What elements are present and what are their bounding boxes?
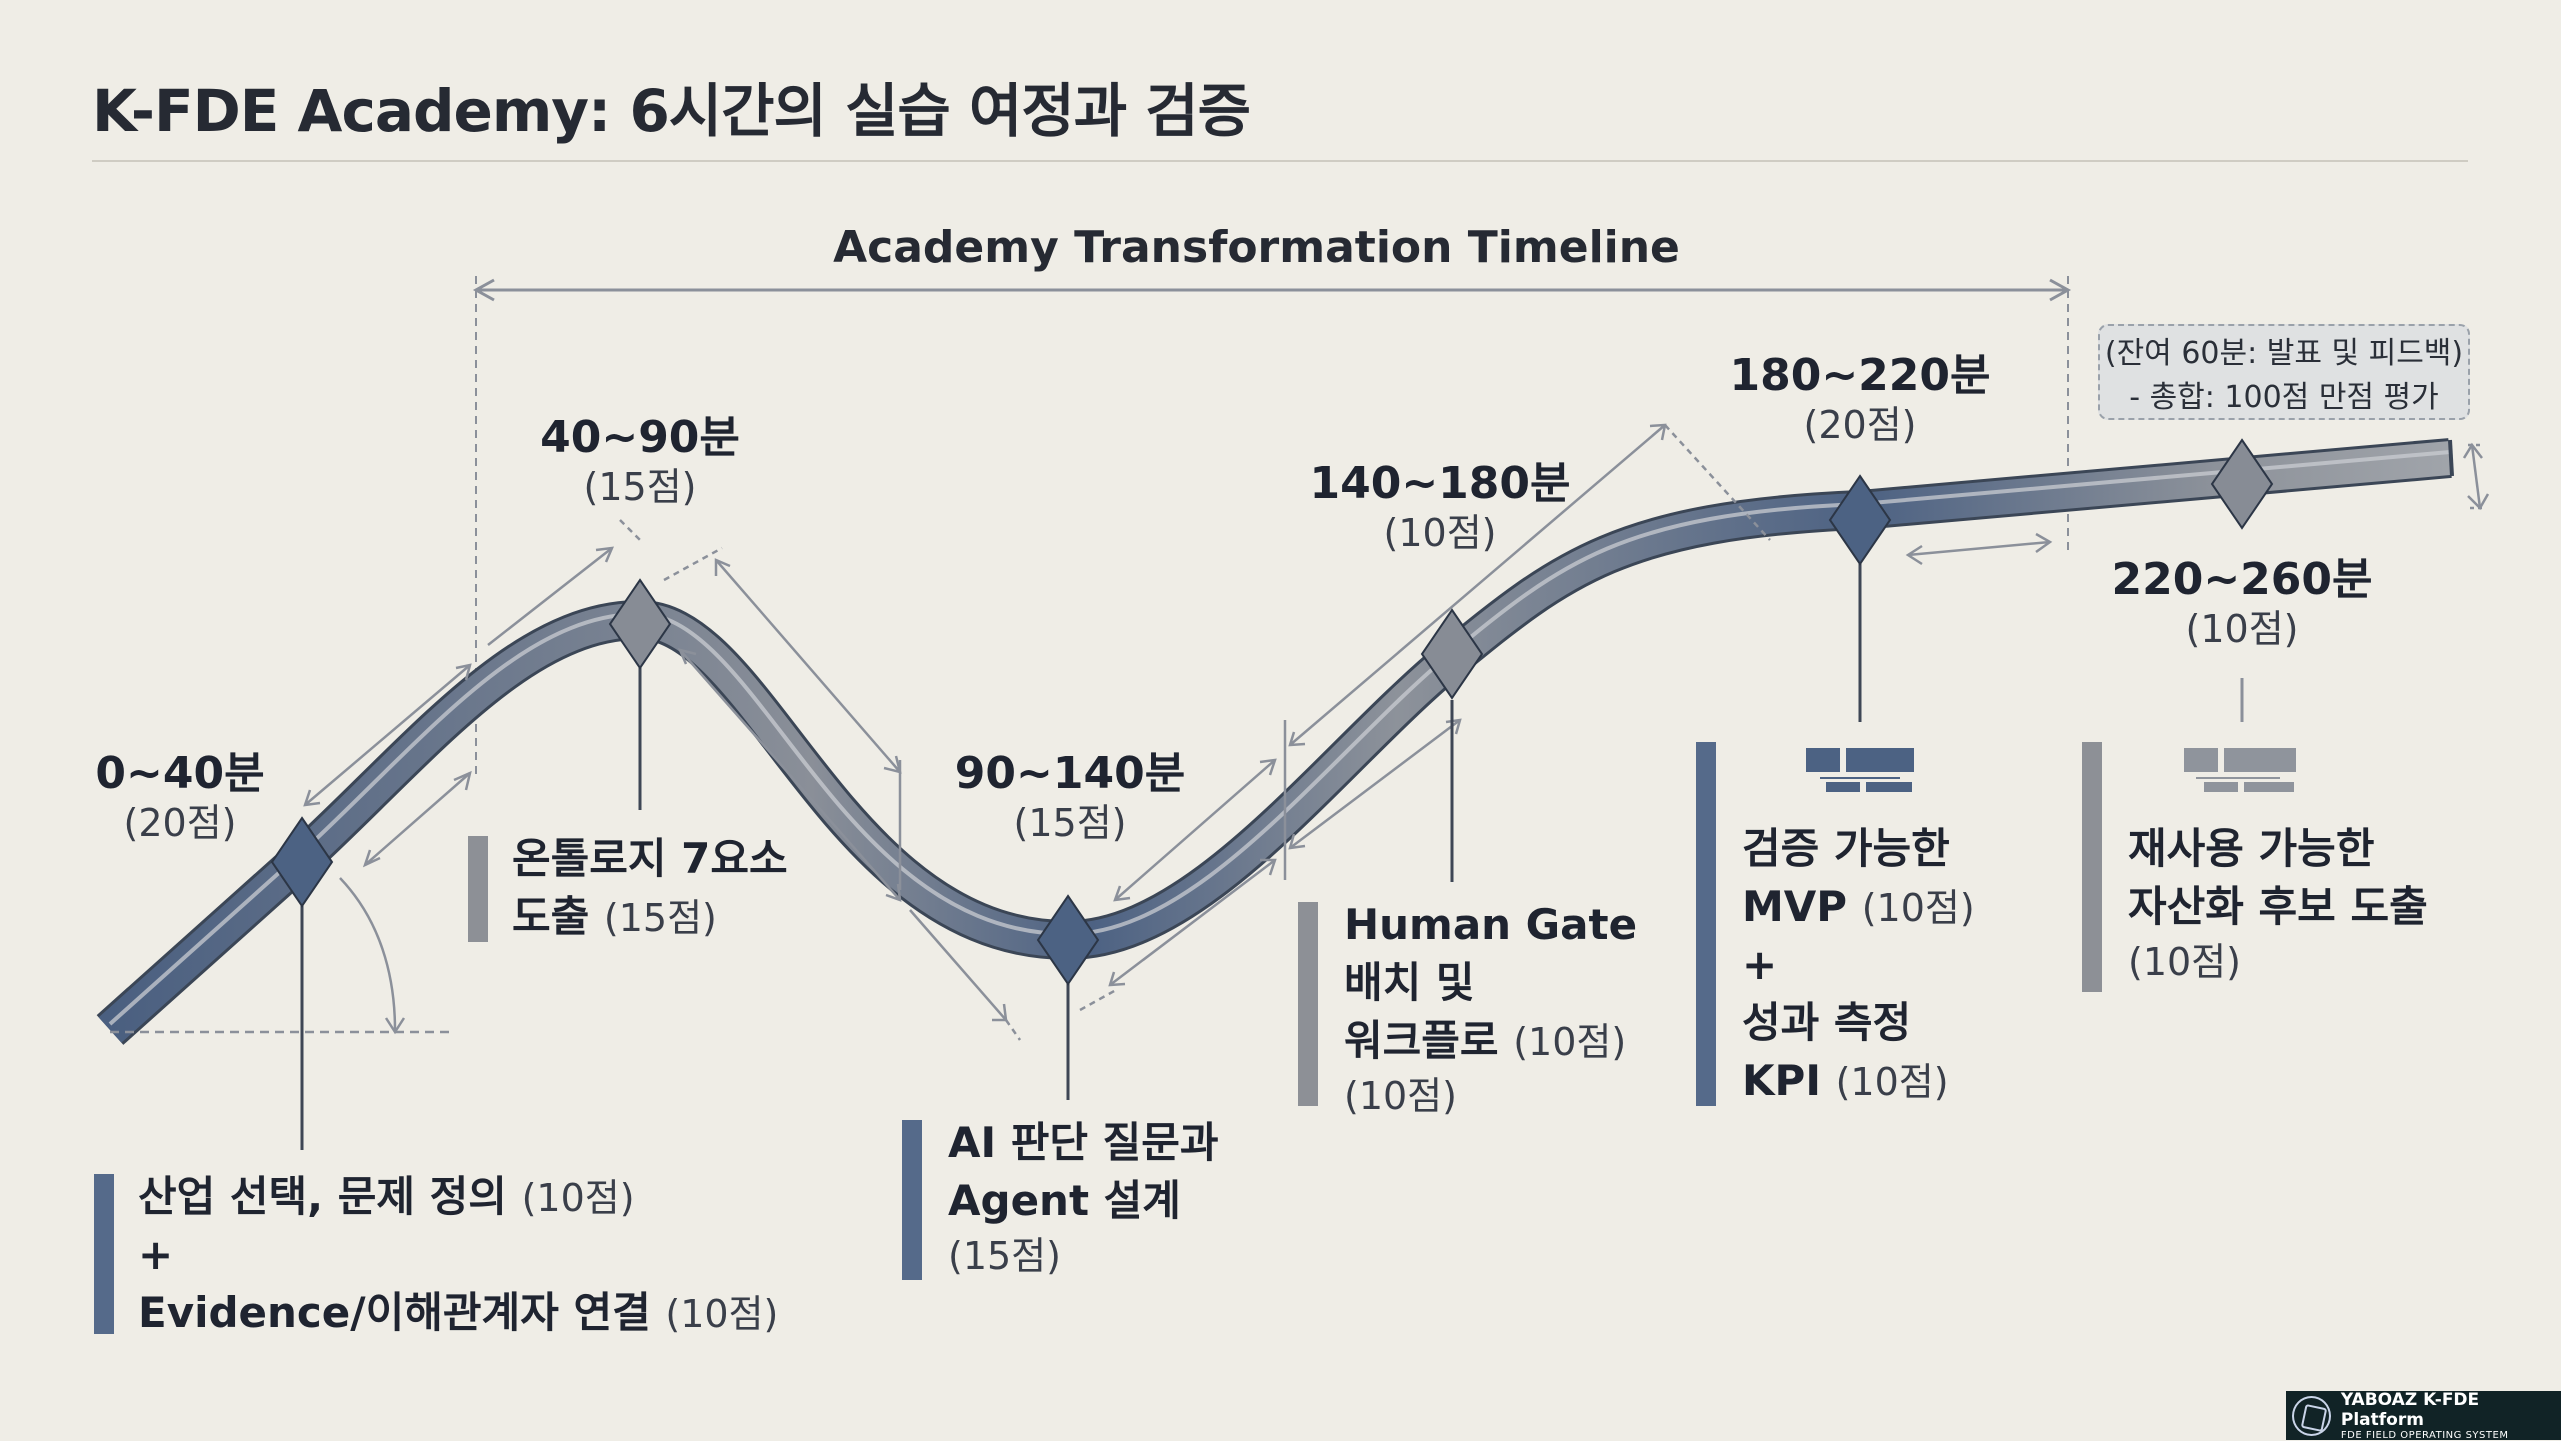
stage-points: (15점)	[1013, 800, 1127, 845]
note-line-2: - 총합: 100점 만점 평가	[2129, 379, 2439, 415]
timeline-subtitle: Academy Transformation Timeline	[833, 222, 1680, 273]
task-2-points: (15점)	[603, 895, 717, 940]
stage-range: 220~260분	[2111, 554, 2373, 605]
start-angle-marker	[110, 877, 455, 1035]
badge-title: YABOAZ K-FDE Platform	[2340, 1390, 2480, 1430]
stage-points: (10점)	[2185, 606, 2299, 651]
badge-text: YABOAZ K-FDE Platform FDE FIELD OPERATIN…	[2341, 1390, 2561, 1441]
task-3-bar	[902, 1120, 922, 1280]
task-1-bar	[94, 1174, 114, 1334]
task-6-text: 재사용 가능한 자산화 후보 도출 (10점)	[2128, 820, 2428, 988]
task-6-points: (10점)	[2128, 939, 2241, 984]
task-1-plus: +	[138, 1229, 174, 1279]
platform-badge: YABOAZ K-FDE Platform FDE FIELD OPERATIN…	[2286, 1390, 2561, 1441]
milestone-4	[1420, 608, 1484, 700]
stage-points: (10점)	[1383, 510, 1497, 555]
stage-range: 180~220분	[1729, 350, 1991, 401]
task-4-bar	[1298, 902, 1318, 1106]
remaining-time-note: (잔여 60분: 발표 및 피드백) - 총합: 100점 만점 평가	[2098, 324, 2470, 420]
task-2-text: 온톨로지 7요소 도출 (15점)	[512, 830, 788, 946]
task-6-line2: 자산화 후보 도출	[2128, 881, 2428, 931]
task-6-line1: 재사용 가능한	[2128, 824, 2375, 873]
task-3-line2: Agent 설계	[948, 1175, 1181, 1225]
segment-arrows	[304, 424, 2482, 1041]
task-1-line2-points: (10점)	[665, 1291, 779, 1336]
task-2-line1: 온톨로지 7요소	[512, 834, 788, 883]
stage-label-6: 220~260분 (10점)	[2100, 554, 2384, 652]
task-5-bar	[1696, 742, 1716, 1106]
milestone-2	[608, 578, 672, 670]
page-title: K-FDE Academy: 6시간의 실습 여정과 검증	[92, 77, 1251, 145]
task-4-text: Human Gate 배치 및 워크플로 (10점) (10점)	[1344, 896, 1637, 1122]
task-3-line1: AI 판단 질문과	[948, 1118, 1219, 1167]
task-5-plus: +	[1742, 939, 1778, 989]
milestone-5	[1828, 474, 1892, 566]
task-5-line1: 검증 가능한	[1742, 824, 1950, 873]
milestone-diamonds	[270, 438, 2274, 986]
task-1-line1: 산업 선택, 문제 정의	[138, 1172, 507, 1221]
task-2-bar	[468, 836, 488, 942]
stage-range: 140~180분	[1309, 458, 1571, 509]
stage-label-3: 90~140분 (15점)	[940, 748, 1200, 846]
connector-lines	[300, 555, 2244, 1150]
platform-logo-icon	[2292, 1395, 2331, 1436]
task-5-line4-points: (10점)	[1835, 1059, 1949, 1104]
task-1-line2: Evidence/이해관계자 연결	[138, 1287, 651, 1337]
task-4-line3-points: (10점)	[1513, 1019, 1627, 1064]
task-4-line3: 워크플로	[1344, 1015, 1499, 1065]
arrowheads	[303, 423, 2490, 1022]
stage-label-1: 0~40분 (20점)	[80, 748, 280, 846]
badge-subtitle: FDE FIELD OPERATING SYSTEM	[2340, 1430, 2509, 1441]
task-5-line4: KPI	[1742, 1055, 1821, 1105]
task-5-line3: 성과 측정	[1742, 997, 1912, 1047]
task-1-line1-points: (10점)	[521, 1176, 635, 1220]
milestone-3	[1036, 894, 1100, 986]
stage-points: (20점)	[1803, 402, 1917, 447]
title-divider	[92, 160, 2468, 162]
stage-range: 40~90분	[540, 412, 740, 463]
task-4-line1: Human Gate	[1344, 900, 1638, 949]
note-line-1: (잔여 60분: 발표 및 피드백)	[2104, 336, 2464, 371]
task-1-text: 산업 선택, 문제 정의 (10점) + Evidence/이해관계자 연결 (…	[138, 1168, 778, 1342]
task-5-text: 검증 가능한 MVP (10점) + 성과 측정 KPI (10점)	[1742, 820, 1975, 1110]
task-5-line2-points: (10점)	[1861, 885, 1975, 930]
stage-points: (15점)	[583, 464, 697, 509]
stage-label-4: 140~180분 (10점)	[1300, 458, 1580, 556]
stage-range: 0~40분	[95, 748, 265, 799]
track-end-cap	[2448, 439, 2454, 477]
stage-points: (20점)	[123, 800, 237, 845]
task-2-line2: 도출	[512, 891, 590, 941]
milestone-1	[270, 816, 334, 908]
task-3-points: (15점)	[948, 1233, 1061, 1278]
task-5-line2: MVP	[1742, 881, 1848, 931]
stage-range: 90~140분	[954, 748, 1186, 799]
task-4-points: (10점)	[1344, 1073, 1457, 1118]
stage-label-2: 40~90분 (15점)	[520, 412, 760, 510]
task-6-bar	[2082, 742, 2102, 992]
milestone-6	[2210, 438, 2274, 530]
task-3-text: AI 판단 질문과 Agent 설계 (15점)	[948, 1114, 1219, 1282]
stage-label-5: 180~220분 (20점)	[1720, 350, 2000, 448]
task-4-line2: 배치 및	[1344, 957, 1475, 1007]
asset-block-icon	[2184, 748, 2296, 792]
mvp-block-icon	[1806, 748, 1914, 792]
